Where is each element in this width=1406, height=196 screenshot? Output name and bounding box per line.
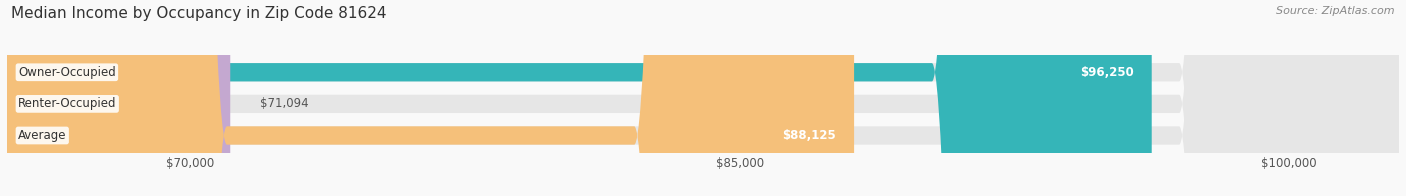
FancyBboxPatch shape	[7, 0, 1152, 196]
Text: Median Income by Occupancy in Zip Code 81624: Median Income by Occupancy in Zip Code 8…	[11, 6, 387, 21]
FancyBboxPatch shape	[7, 0, 853, 196]
FancyBboxPatch shape	[7, 0, 231, 196]
Text: $71,094: $71,094	[260, 97, 308, 110]
Text: Source: ZipAtlas.com: Source: ZipAtlas.com	[1277, 6, 1395, 16]
FancyBboxPatch shape	[7, 0, 1399, 196]
Text: Owner-Occupied: Owner-Occupied	[18, 66, 115, 79]
Text: $96,250: $96,250	[1080, 66, 1133, 79]
Text: Average: Average	[18, 129, 66, 142]
Text: Renter-Occupied: Renter-Occupied	[18, 97, 117, 110]
FancyBboxPatch shape	[7, 0, 1399, 196]
FancyBboxPatch shape	[7, 0, 1399, 196]
Text: $88,125: $88,125	[782, 129, 835, 142]
